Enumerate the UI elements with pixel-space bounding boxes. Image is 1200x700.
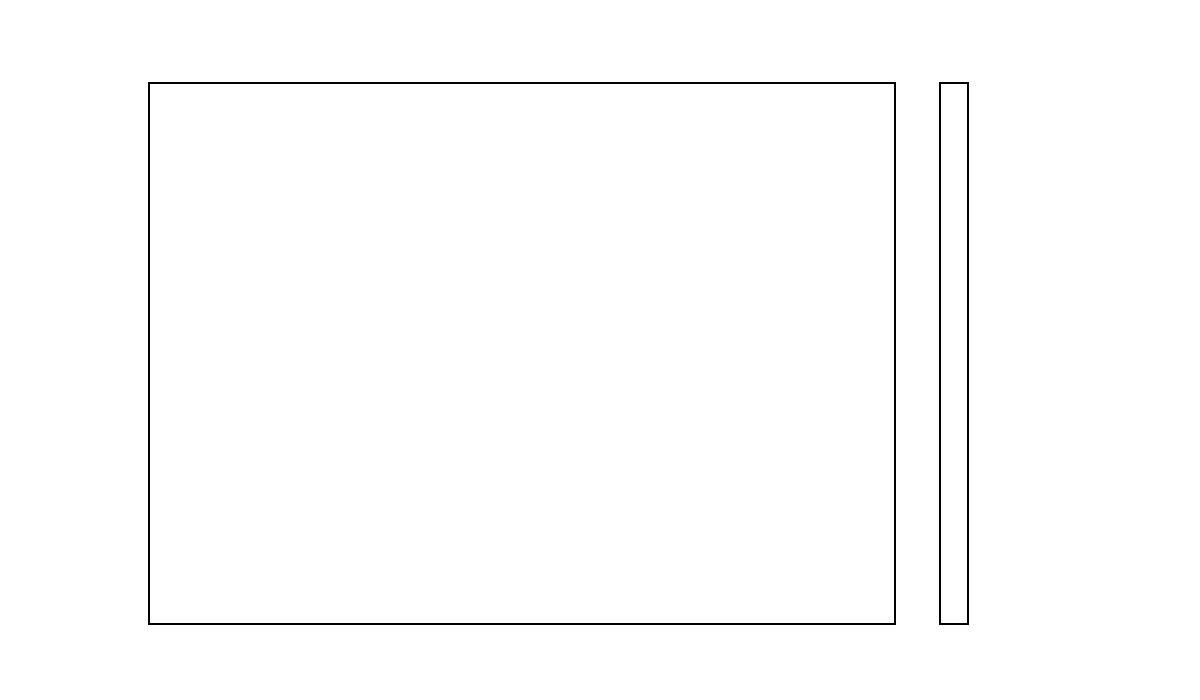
heatmap-canvas [150, 84, 894, 623]
axes-area [148, 82, 896, 625]
colorbar [939, 82, 969, 625]
colorbar-label [1052, 103, 1092, 603]
y-axis-label [19, 153, 59, 553]
colorbar-canvas [941, 84, 967, 623]
